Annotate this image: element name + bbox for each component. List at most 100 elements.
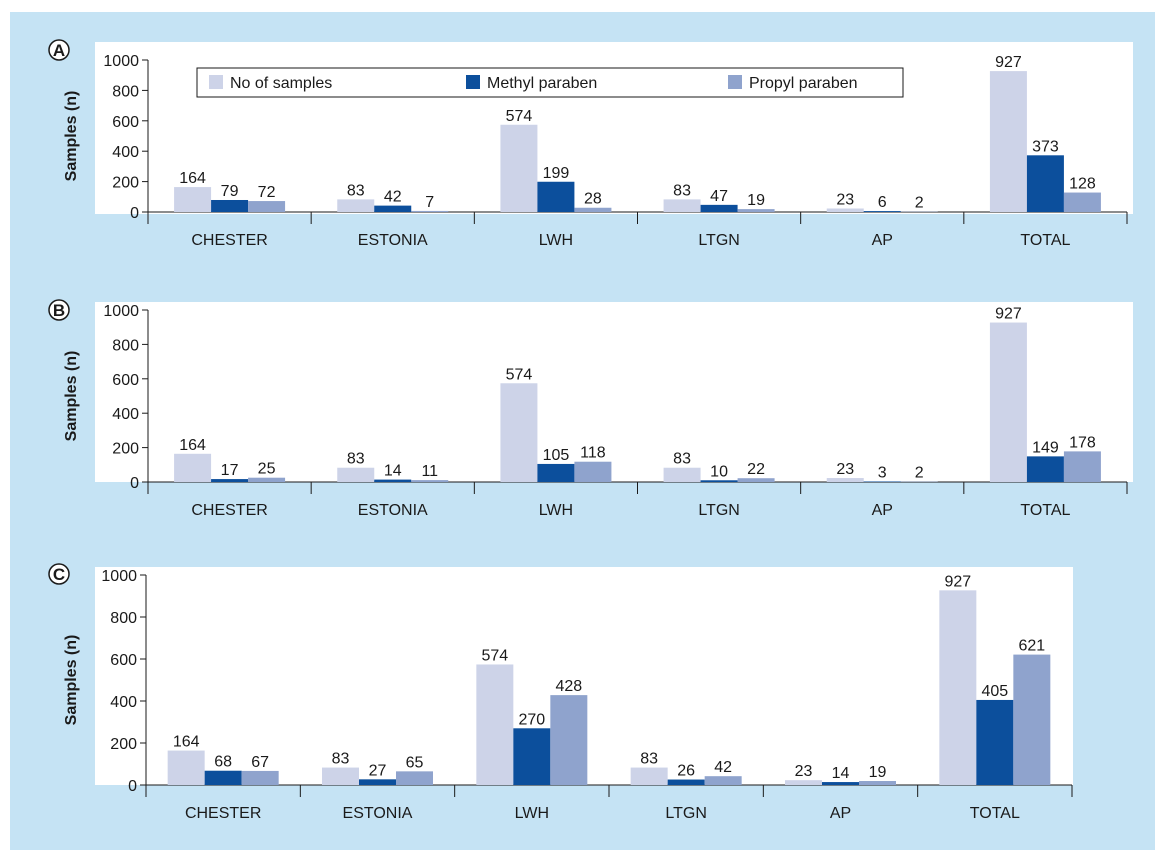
panel-a-bar bbox=[537, 181, 575, 212]
panel-b-bar bbox=[989, 322, 1027, 482]
panel-a-category-label: LTGN bbox=[698, 232, 739, 249]
panel-a-value-label: 79 bbox=[221, 183, 239, 200]
panel-c-value-label: 27 bbox=[369, 762, 387, 779]
panel-a-category-label: TOTAL bbox=[1020, 232, 1070, 249]
panel-c-value-label: 19 bbox=[869, 764, 887, 781]
panel-c-category-label: AP bbox=[830, 805, 851, 822]
panel-b-bar bbox=[337, 467, 375, 482]
panel-b-value-label: 149 bbox=[1032, 439, 1059, 456]
panel-c-bar bbox=[167, 750, 205, 785]
panel-c-value-label: 164 bbox=[173, 734, 200, 751]
panel-b-bar bbox=[500, 383, 538, 482]
panel-a-value-label: 164 bbox=[179, 170, 206, 187]
panel-a-bar bbox=[700, 204, 738, 212]
panel-c-bar bbox=[476, 664, 514, 785]
panel-c-letter: C bbox=[53, 565, 65, 584]
panel-c-value-label: 405 bbox=[981, 683, 1008, 700]
panel-b-value-label: 574 bbox=[506, 366, 533, 383]
panel-a-value-label: 19 bbox=[747, 192, 765, 209]
panel-a-bar bbox=[374, 205, 412, 212]
panel-a-value-label: 83 bbox=[347, 182, 365, 199]
panel-a-value-label: 199 bbox=[543, 165, 570, 182]
panel-c-value-label: 68 bbox=[214, 754, 232, 771]
panel-c-bar bbox=[630, 767, 668, 785]
panel-b-ytick-label: 600 bbox=[112, 372, 139, 389]
panel-a-bar bbox=[863, 211, 901, 212]
panel-c-bar bbox=[241, 770, 279, 785]
panel-a-category-label: CHESTER bbox=[191, 232, 267, 249]
legend-item: Propyl paraben bbox=[749, 75, 858, 92]
panel-c-value-label: 67 bbox=[251, 754, 269, 771]
panel-b-bar bbox=[211, 479, 249, 482]
legend-swatch bbox=[728, 75, 742, 89]
panel-a-value-label: 574 bbox=[506, 108, 533, 125]
panel-a-bar bbox=[248, 201, 286, 212]
panel-a-bar bbox=[663, 199, 701, 212]
panel-c-bar bbox=[359, 779, 396, 785]
panel-c-bar bbox=[396, 771, 433, 785]
panel-a-value-label: 7 bbox=[425, 194, 434, 211]
panel-b-letter: B bbox=[53, 301, 65, 320]
panel-b-bar bbox=[663, 467, 701, 482]
legend-swatch bbox=[466, 75, 480, 89]
panel-c-bar bbox=[550, 695, 588, 785]
panel-c-bar bbox=[785, 780, 822, 785]
panel-c-category-label: CHESTER bbox=[185, 805, 261, 822]
panel-a-ytick-label: 200 bbox=[112, 175, 139, 192]
panel-a-value-label: 23 bbox=[836, 192, 854, 209]
panel-a-value-label: 128 bbox=[1069, 176, 1096, 193]
panel-c-value-label: 42 bbox=[714, 759, 732, 776]
panel-c-value-label: 65 bbox=[406, 754, 424, 771]
panel-a-ytick-label: 800 bbox=[112, 83, 139, 100]
panel-b-bar bbox=[863, 481, 901, 482]
panel-b-ytick-label: 400 bbox=[112, 406, 139, 423]
panel-a-bar bbox=[500, 124, 538, 212]
panel-b-value-label: 10 bbox=[710, 463, 728, 480]
panel-a-bar bbox=[211, 199, 249, 212]
panel-b-bar bbox=[374, 479, 412, 482]
panel-b-value-label: 83 bbox=[347, 451, 365, 468]
panel-a-value-label: 83 bbox=[673, 182, 691, 199]
panel-a-ytick-label: 1000 bbox=[103, 53, 139, 70]
panel-c-ytick-label: 200 bbox=[110, 736, 137, 753]
panel-a-bar bbox=[411, 210, 449, 212]
panel-b-value-label: 25 bbox=[258, 461, 276, 478]
panel-a-bar bbox=[337, 199, 375, 212]
panel-b-bar bbox=[737, 478, 775, 482]
panel-b-value-label: 164 bbox=[179, 437, 206, 454]
panel-c-category-label: LWH bbox=[515, 805, 549, 822]
panel-b-category-label: CHESTER bbox=[191, 502, 267, 519]
panel-c-bar bbox=[859, 781, 896, 785]
panel-a-bar bbox=[174, 187, 212, 212]
panel-a-value-label: 6 bbox=[878, 194, 887, 211]
panel-a-category-label: LWH bbox=[539, 232, 573, 249]
panel-b-value-label: 22 bbox=[747, 461, 765, 478]
legend-box bbox=[196, 67, 904, 98]
panel-b-value-label: 3 bbox=[878, 464, 887, 481]
panel-b-value-label: 11 bbox=[421, 463, 438, 480]
panel-a-letter: A bbox=[53, 41, 65, 60]
panel-c-bar bbox=[1013, 654, 1051, 785]
panel-c-value-label: 621 bbox=[1018, 638, 1045, 655]
panel-a-ytick-label: 400 bbox=[112, 144, 139, 161]
legend-swatch bbox=[209, 75, 223, 89]
panel-b-ytick-label: 200 bbox=[112, 441, 139, 458]
panel-a-bar bbox=[737, 209, 775, 212]
panel-b-bar bbox=[174, 453, 212, 482]
panel-c-ytick-label: 800 bbox=[110, 610, 137, 627]
panel-c-ytick-label: 0 bbox=[128, 778, 137, 795]
panel-b-ytick-label: 800 bbox=[112, 337, 139, 354]
panel-c-value-label: 14 bbox=[832, 765, 850, 782]
panel-c-ytick-label: 1000 bbox=[101, 568, 137, 585]
panel-b-value-label: 178 bbox=[1069, 434, 1096, 451]
panel-a-value-label: 47 bbox=[710, 188, 728, 205]
panel-a-bar bbox=[574, 207, 612, 212]
panel-c-bar bbox=[204, 770, 242, 785]
panel-c-bar bbox=[939, 590, 977, 785]
panel-a-bar bbox=[1063, 192, 1101, 212]
panel-b-value-label: 17 bbox=[221, 462, 239, 479]
panel-b-value-label: 105 bbox=[543, 447, 570, 464]
panel-c-category-label: ESTONIA bbox=[343, 805, 413, 822]
panel-b-value-label: 2 bbox=[915, 465, 924, 482]
panel-c-ytick-label: 600 bbox=[110, 652, 137, 669]
